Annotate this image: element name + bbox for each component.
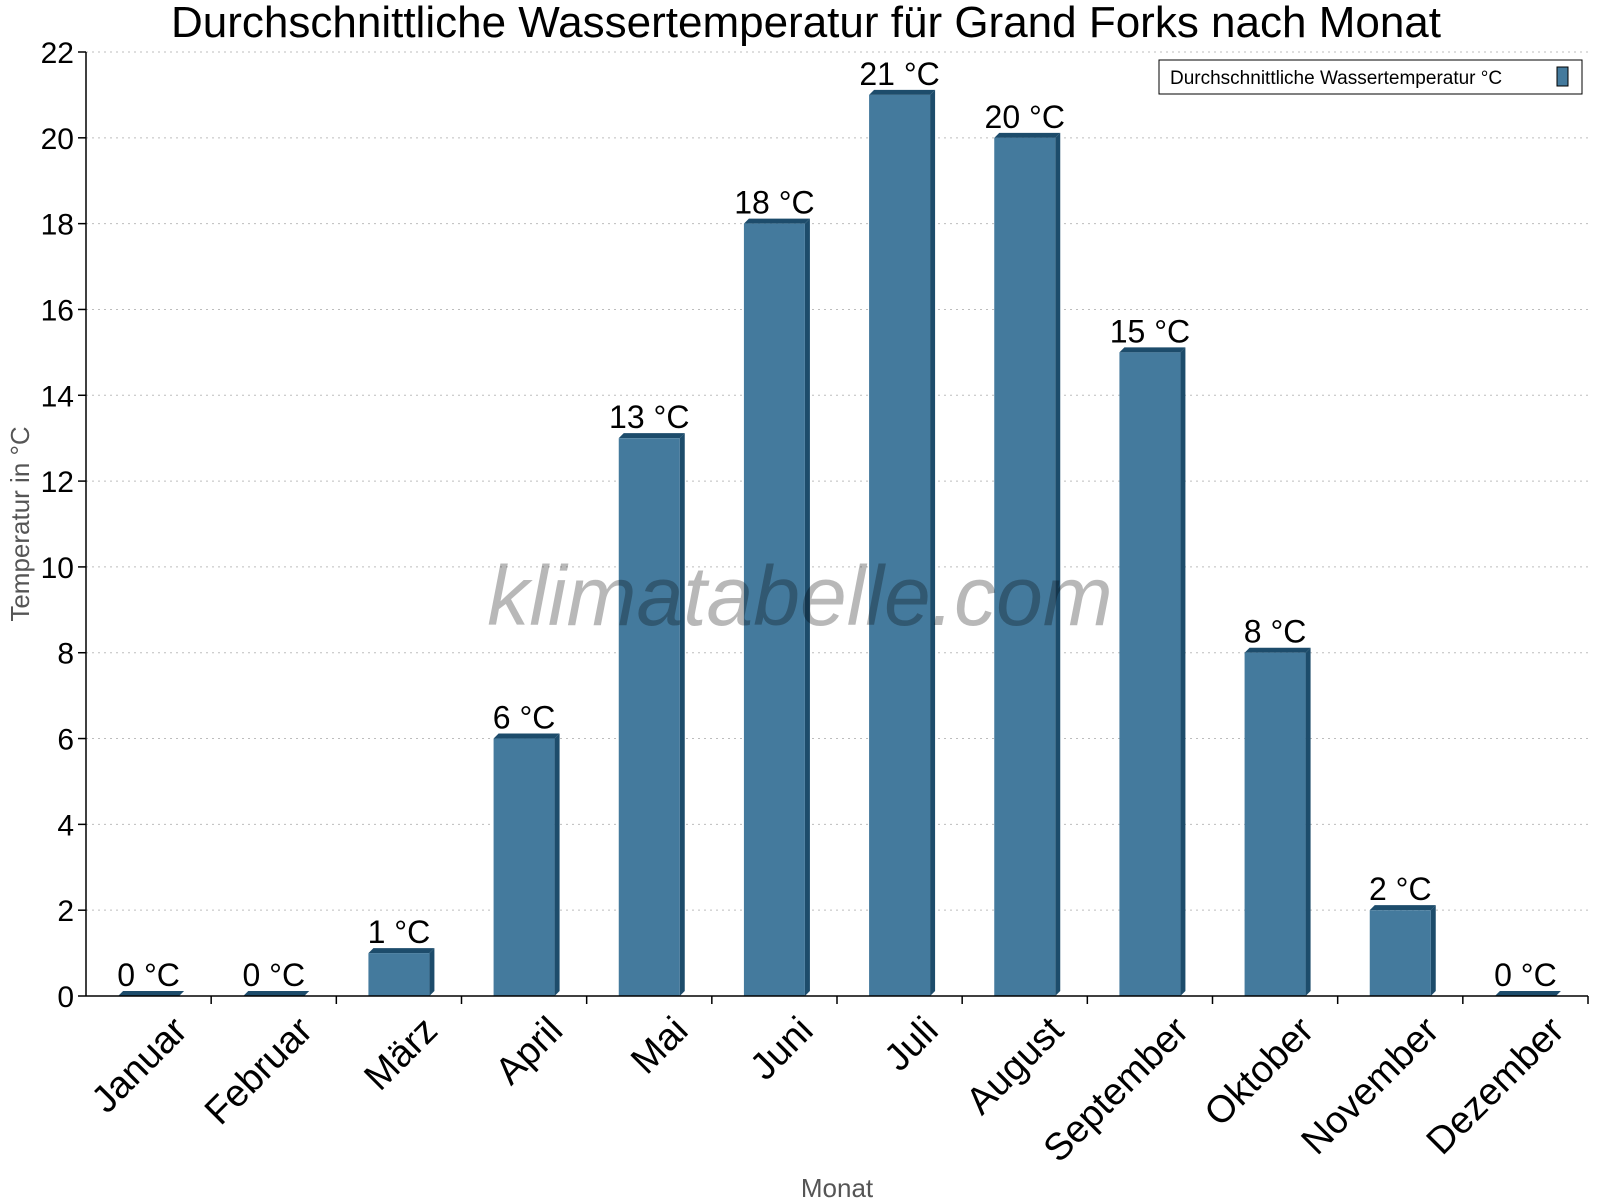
grid-lines bbox=[86, 51, 1588, 911]
y-tick-labels: 0 2 4 6 8 10 12 14 16 18 20 22 bbox=[41, 37, 86, 1014]
x-tick-label: Oktober bbox=[1197, 1009, 1323, 1135]
data-label: 0 °C bbox=[242, 957, 305, 993]
data-label: 6 °C bbox=[493, 700, 556, 736]
bar-top bbox=[743, 218, 810, 224]
x-tick-label: Januar bbox=[84, 1009, 196, 1121]
bar-top bbox=[869, 89, 936, 95]
bar-side bbox=[1305, 647, 1311, 996]
x-tick-label: März bbox=[357, 1009, 446, 1098]
bar-side bbox=[554, 733, 560, 996]
data-label: 0 °C bbox=[1494, 957, 1557, 993]
bar-top bbox=[493, 733, 560, 739]
x-tick-labels: Januar Februar März April Mai Juni Juli AugustS… bbox=[84, 996, 1589, 1170]
y-axis-label: Temperatur in °C bbox=[5, 426, 35, 621]
bar-side bbox=[804, 218, 810, 997]
x-axis-label: Monat bbox=[801, 1173, 874, 1200]
bar bbox=[1369, 910, 1431, 996]
y-tick-label: 12 bbox=[41, 466, 74, 499]
y-tick-label: 20 bbox=[41, 123, 74, 156]
x-tick-label: Juni bbox=[742, 1009, 821, 1088]
bar-top bbox=[118, 991, 185, 996]
bar bbox=[1119, 352, 1181, 996]
bar bbox=[743, 223, 805, 997]
bar-top bbox=[618, 433, 685, 439]
bar-top bbox=[1244, 647, 1311, 653]
x-tick-label: April bbox=[488, 1009, 571, 1092]
bar-top bbox=[1494, 991, 1561, 996]
data-label: 15 °C bbox=[1110, 313, 1190, 349]
bar-top bbox=[243, 991, 310, 996]
legend-swatch bbox=[1556, 66, 1569, 87]
bar-side bbox=[429, 948, 435, 996]
legend-box bbox=[1158, 59, 1583, 95]
y-tick-label: 4 bbox=[57, 809, 74, 842]
data-label: 8 °C bbox=[1244, 614, 1307, 650]
x-tick-label: Juli bbox=[877, 1009, 947, 1079]
bar bbox=[493, 738, 555, 996]
x-tick-label: August bbox=[958, 1009, 1072, 1123]
legend-label: Durchschnittliche Wassertemperatur °C bbox=[1170, 68, 1502, 89]
data-label: 0 °C bbox=[117, 957, 180, 993]
y-tick-label: 18 bbox=[41, 209, 74, 242]
bar bbox=[869, 94, 931, 997]
y-tick-label: 8 bbox=[57, 638, 74, 671]
x-tick-label: Mai bbox=[623, 1009, 696, 1082]
data-label: 20 °C bbox=[985, 99, 1065, 135]
data-label: 21 °C bbox=[859, 56, 939, 92]
x-tick-label: Februar bbox=[197, 1009, 321, 1133]
bar-top bbox=[368, 948, 435, 954]
bar bbox=[368, 953, 430, 996]
y-tick-label: 16 bbox=[41, 294, 74, 327]
y-tick-label: 2 bbox=[57, 895, 74, 928]
data-labels: 0 °C 0 °C 1 °C 6 °C 13 °C 18 °C 21 °C 20 °C 15 °… bbox=[117, 56, 1556, 993]
y-tick-label: 10 bbox=[41, 552, 74, 585]
bars bbox=[118, 89, 1561, 997]
data-label: 2 °C bbox=[1369, 871, 1432, 907]
chart-title: Durchschnittliche Wassertemperatur für G… bbox=[171, 0, 1441, 47]
bar bbox=[618, 438, 680, 996]
bar-top bbox=[1369, 905, 1436, 911]
y-tick-label: 6 bbox=[57, 724, 74, 757]
x-tick-label: Dezember bbox=[1419, 1009, 1573, 1163]
legend: Durchschnittliche Wassertemperatur °C bbox=[1158, 59, 1583, 95]
bar-side bbox=[930, 89, 936, 997]
watermark: klimatabelle.com bbox=[487, 549, 1113, 643]
bar-side bbox=[1055, 132, 1061, 996]
data-label: 13 °C bbox=[609, 399, 689, 435]
data-label: 1 °C bbox=[368, 914, 431, 950]
bar bbox=[994, 137, 1056, 996]
y-tick-label: 22 bbox=[41, 37, 74, 70]
data-label: 18 °C bbox=[734, 185, 814, 221]
bar-side bbox=[679, 433, 685, 996]
bar bbox=[1244, 652, 1306, 996]
bar-side bbox=[1430, 905, 1436, 996]
bar-side bbox=[1180, 347, 1186, 996]
axes bbox=[85, 52, 1588, 997]
y-tick-label: 0 bbox=[57, 981, 74, 1014]
bar-top bbox=[994, 132, 1061, 138]
y-tick-label: 14 bbox=[41, 380, 74, 413]
bar-top bbox=[1119, 347, 1186, 353]
